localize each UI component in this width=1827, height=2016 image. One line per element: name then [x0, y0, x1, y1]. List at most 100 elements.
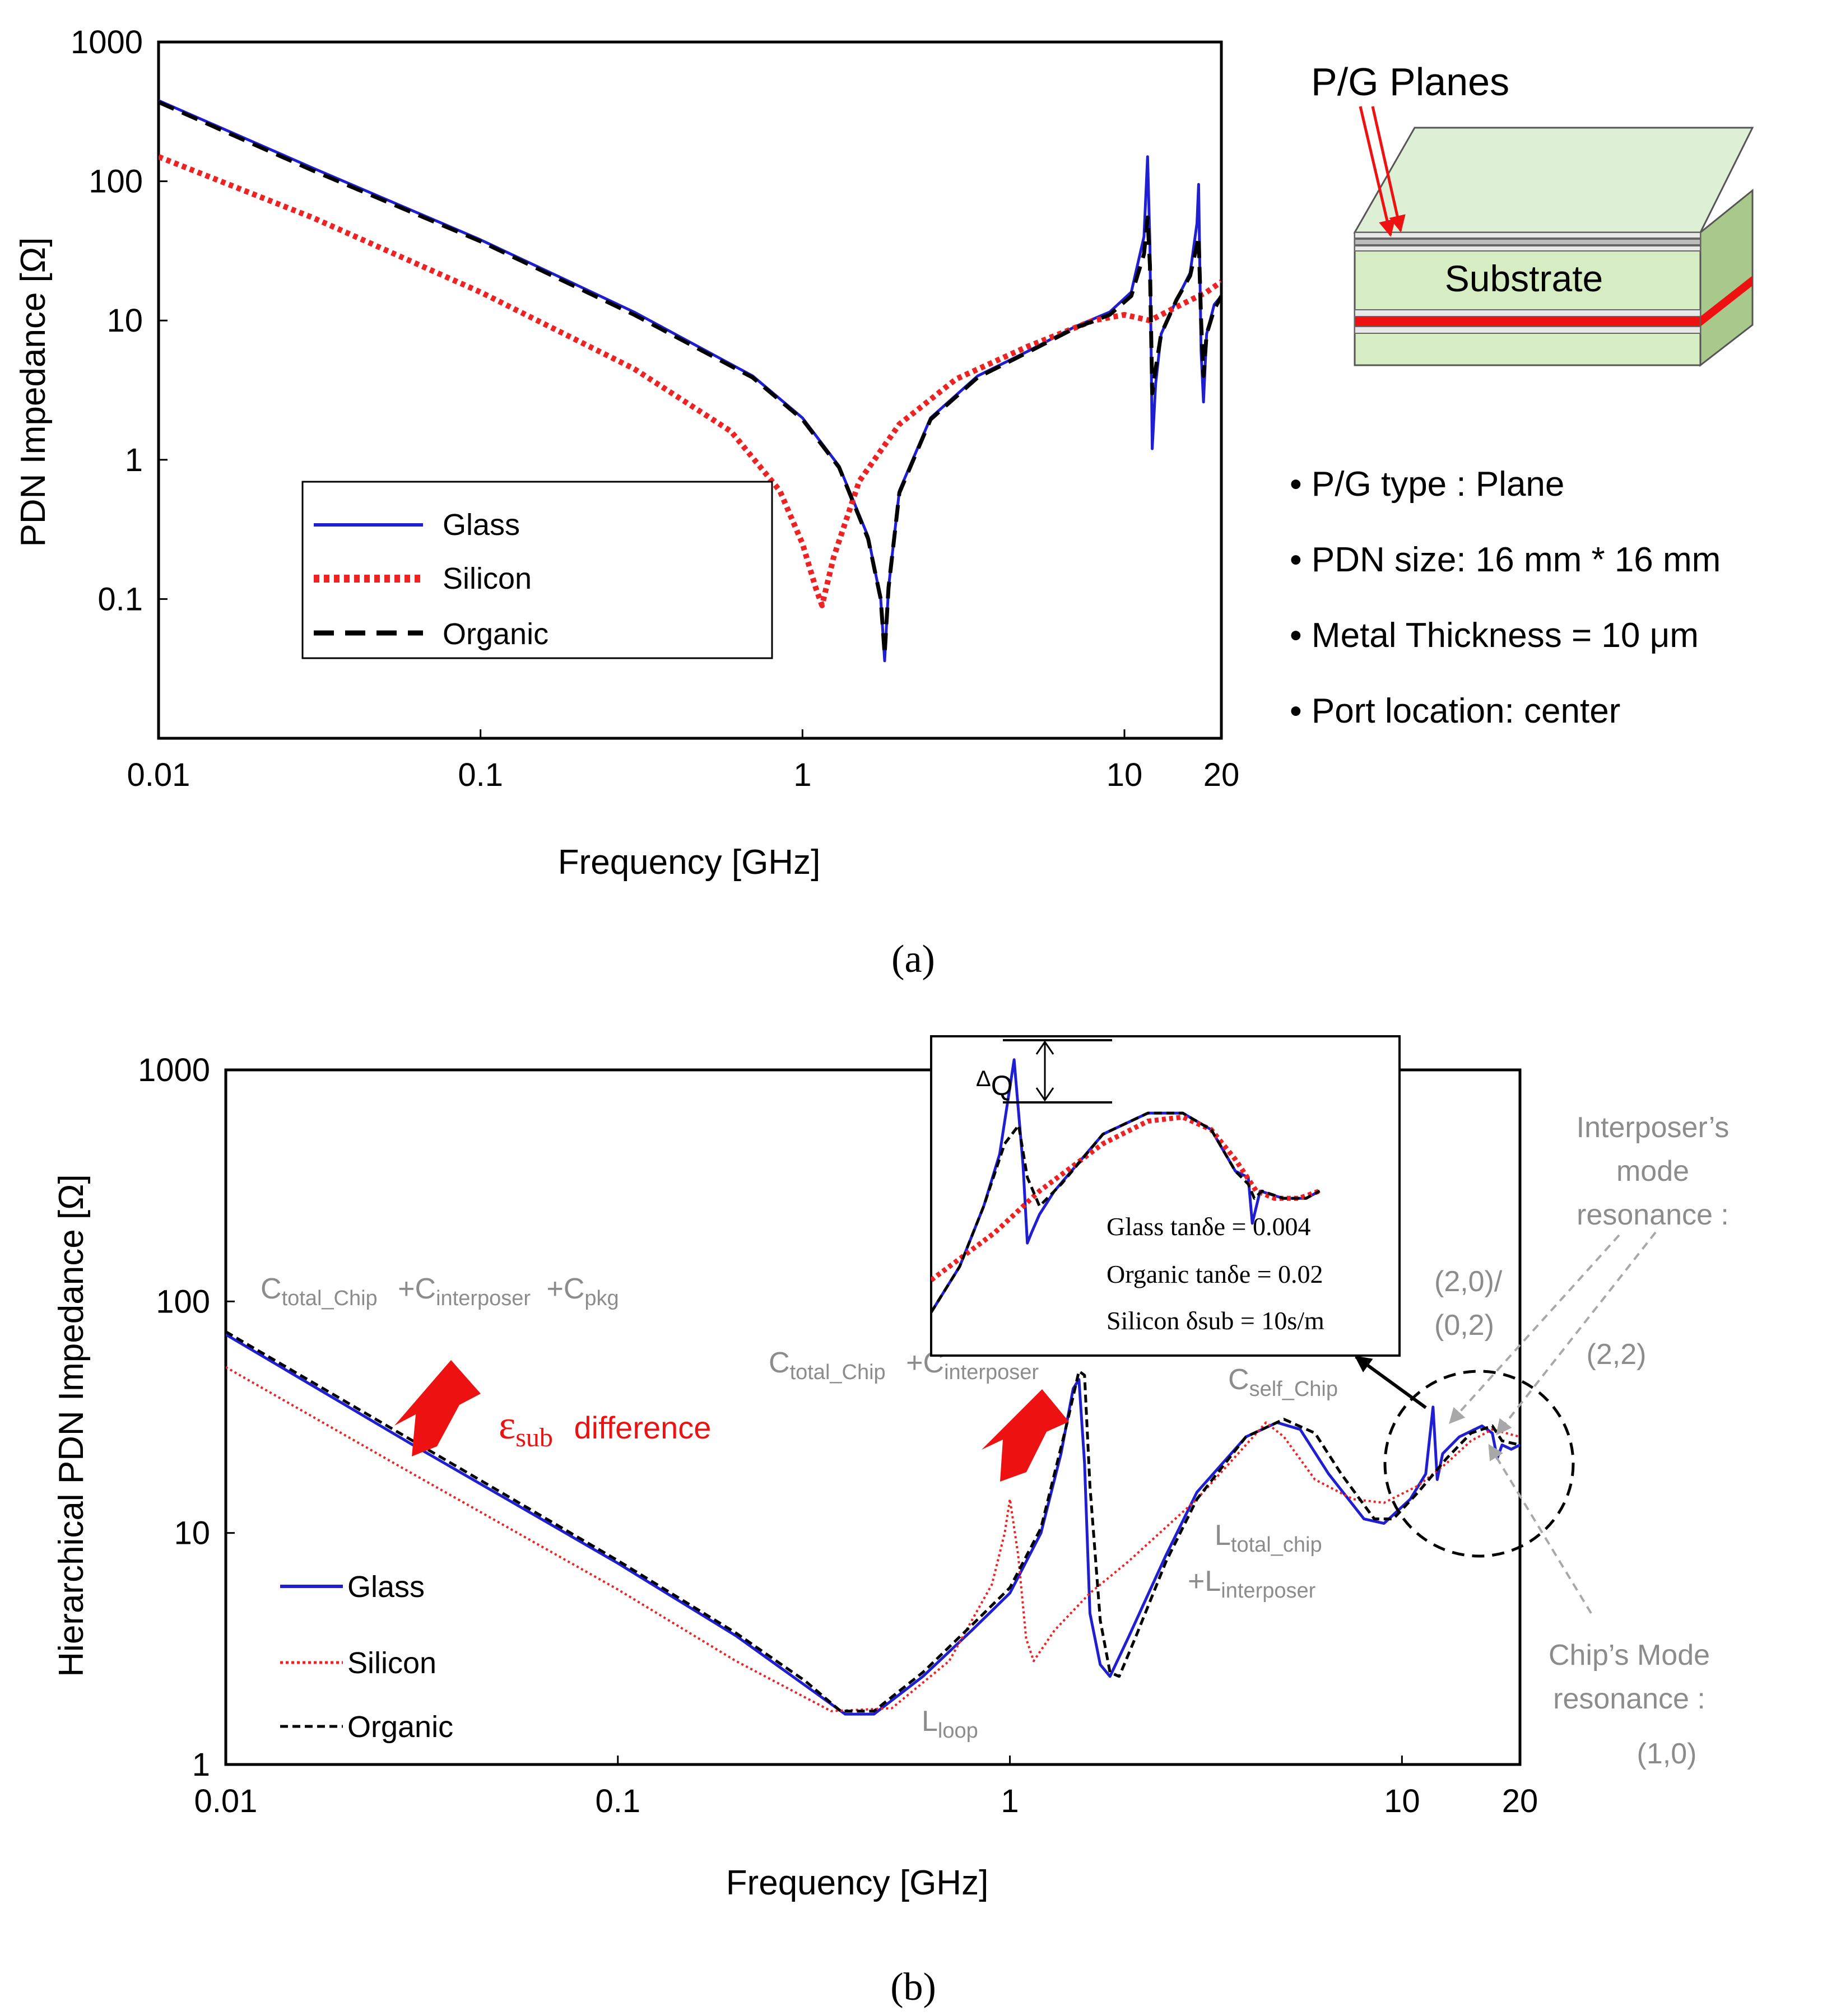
chart-a-y-tick-label: 100 — [89, 164, 143, 200]
chart-b-x-tick-label: 1 — [1001, 1783, 1019, 1819]
chart-b-x-label: Frequency [GHz] — [726, 1864, 989, 1902]
inset-chart: ΔQ Glass tanδe = 0.004 Organic tanδe = 0… — [930, 1035, 1401, 1357]
chart-a-y-tick-label: 1000 — [71, 24, 143, 60]
annot-c-total2: C — [769, 1347, 790, 1379]
delta-q-arrowhead-up — [1035, 1040, 1054, 1055]
mode-20-label: (2,0)/ — [1434, 1265, 1503, 1298]
spec-metal-thickness: • Metal Thickness = 10 μm — [1290, 616, 1699, 655]
chart-b-series-organic — [226, 1330, 1520, 1713]
inset-series-silicon — [931, 1114, 1321, 1282]
chart-a-x-tick-label: 0.01 — [127, 757, 190, 793]
annot-eps-symbol: ε — [499, 1403, 515, 1447]
chart-a-frame — [157, 40, 1223, 740]
pg-arrow-1 — [1359, 106, 1396, 237]
mode-20-arrow — [1449, 1234, 1620, 1424]
caption-a: (a) — [891, 938, 935, 981]
chart-b-series-glass — [226, 1333, 1520, 1716]
pg-arrow-2 — [1371, 106, 1406, 232]
spec-port-location: • Port location: center — [1290, 692, 1620, 730]
chart-a-y-tick-label: 0.1 — [97, 581, 143, 617]
annot-l-loop-main: L — [922, 1705, 938, 1738]
annot-c-self-sub: self_Chip — [1249, 1377, 1338, 1401]
chart-a-legend: Glass Silicon Organic — [301, 481, 773, 659]
chart-a-series-glass — [159, 99, 1221, 663]
annot-eps-text: difference — [574, 1410, 711, 1445]
chart-b-series-group — [226, 1330, 1520, 1716]
chart-b-legend: Glass Silicon Organic — [280, 1570, 453, 1744]
legend-a-glass-label: Glass — [443, 508, 520, 542]
chart-b-x-tick-label: 10 — [1384, 1783, 1420, 1819]
chart-a-x-tick-label: 0.1 — [458, 757, 503, 793]
inset-series-group — [931, 1058, 1321, 1314]
annot-l-total-chip: Ltotal_chip — [1215, 1519, 1322, 1557]
chart-a-x-label: Frequency [GHz] — [558, 843, 821, 882]
delta-q-letter: Q — [991, 1070, 1013, 1101]
bottom-plane-red — [1354, 316, 1701, 327]
chart-b-y-tick-label: 10 — [174, 1515, 210, 1552]
annot-c-self: C — [1228, 1363, 1249, 1396]
annot-l-int: +L — [1188, 1565, 1221, 1598]
annot-c-total-chip: C — [261, 1273, 282, 1305]
chart-b-y-tick-label: 100 — [156, 1283, 210, 1320]
chart-a: 0.01 0.1 1 10 20 1000 100 10 1 0.1 Frequency [GH… — [14, 24, 1239, 882]
mode-02-label: (0,2) — [1434, 1309, 1494, 1342]
legend-b-silicon-label: Silicon — [347, 1646, 436, 1680]
annot-l-loop: Lloop — [922, 1705, 978, 1743]
chart-b-y-ticks: 1000 100 10 1 — [138, 1052, 235, 1783]
interposer-mode-line-2: mode — [1616, 1155, 1689, 1188]
chart-b-x-tick-label: 20 — [1502, 1783, 1538, 1819]
delta-q-arrowhead-down — [1035, 1087, 1054, 1102]
top-plane-layer-3 — [1354, 245, 1701, 252]
chart-b-series-silicon — [226, 1366, 1520, 1712]
chart-b-y-label: Hierarchical PDN Impedance [Ω] — [52, 1174, 91, 1677]
mode-10-arrow — [1488, 1444, 1592, 1614]
top-plane-layer-1 — [1354, 232, 1701, 239]
annot-c-total-chip-sub: total_Chip — [282, 1287, 378, 1310]
top-plane-layer-2 — [1354, 239, 1701, 245]
chart-a-x-tick-label: 20 — [1203, 757, 1240, 793]
delta-q-label: ΔQ — [976, 1067, 1013, 1101]
chart-b-y-tick-label: 1000 — [138, 1052, 210, 1088]
chart-b-x-tick-label: 0.1 — [595, 1783, 640, 1819]
chart-a-y-label: PDN Impedance [Ω] — [14, 238, 53, 547]
chart-a-y-ticks: 1000 100 10 1 0.1 — [71, 24, 168, 617]
chart-a-series-silicon — [159, 154, 1221, 608]
chart-a-series-group — [159, 99, 1221, 663]
bottom-plane-layer-2 — [1354, 326, 1701, 334]
high-freq-resonance-circle — [1383, 1370, 1575, 1558]
annot-c-interposer-sub: interposer — [436, 1287, 531, 1310]
mode-22-arrow — [1496, 1231, 1657, 1436]
right-face-red-stripe — [1700, 276, 1752, 327]
delta-symbol: Δ — [976, 1067, 991, 1091]
inset-silicon-text: Silicon δsub = 10s/m — [1107, 1306, 1324, 1335]
chart-a-x-tick-label: 10 — [1107, 757, 1143, 793]
caption-b: (b) — [890, 1966, 936, 2009]
pg-planes-label: P/G Planes — [1311, 60, 1509, 104]
chart-a-y-tick-label: 10 — [106, 302, 143, 339]
chip-mode-line-2: resonance : — [1553, 1683, 1705, 1715]
inset-glass-text: Glass tanδe = 0.004 — [1107, 1212, 1310, 1241]
annot-c-total-chip-interposer: Ctotal_Chip +Cinterposer — [769, 1347, 1039, 1386]
annot-eps-sub: sub — [515, 1423, 553, 1452]
bottom-plane-layer-1 — [1354, 309, 1701, 317]
inset-series-organic — [931, 1111, 1321, 1314]
annot-l-total: L — [1215, 1519, 1231, 1552]
legend-a-organic-label: Organic — [443, 617, 548, 651]
chart-b-frame — [224, 1068, 1522, 1766]
substrate-top-face — [1353, 127, 1754, 234]
annot-l-interposer: +Linterposer — [1188, 1565, 1316, 1603]
legend-a-silicon-label: Silicon — [443, 562, 532, 595]
interposer-mode-line-3: resonance : — [1577, 1199, 1729, 1231]
annot-c-interposer: +C — [398, 1273, 436, 1305]
annot-c-int2-sub: interposer — [944, 1361, 1039, 1384]
annot-l-total-sub: total_chip — [1231, 1533, 1322, 1557]
annot-c-total-chip-pkg: Ctotal_Chip +Cinterposer +Cpkg — [261, 1273, 619, 1312]
spec-pdn-size: • PDN size: 16 mm * 16 mm — [1290, 541, 1721, 579]
spec-list: • P/G type : Plane • PDN size: 16 mm * 1… — [1290, 465, 1721, 730]
chart-b-x-ticks: 0.01 0.1 1 10 20 — [194, 1756, 1538, 1819]
chart-a-legend-frame — [301, 481, 773, 659]
chart-a-x-ticks: 0.01 0.1 1 10 20 — [127, 729, 1240, 793]
annot-l-loop-sub: loop — [938, 1719, 978, 1743]
substrate-label: Substrate — [1445, 258, 1603, 299]
